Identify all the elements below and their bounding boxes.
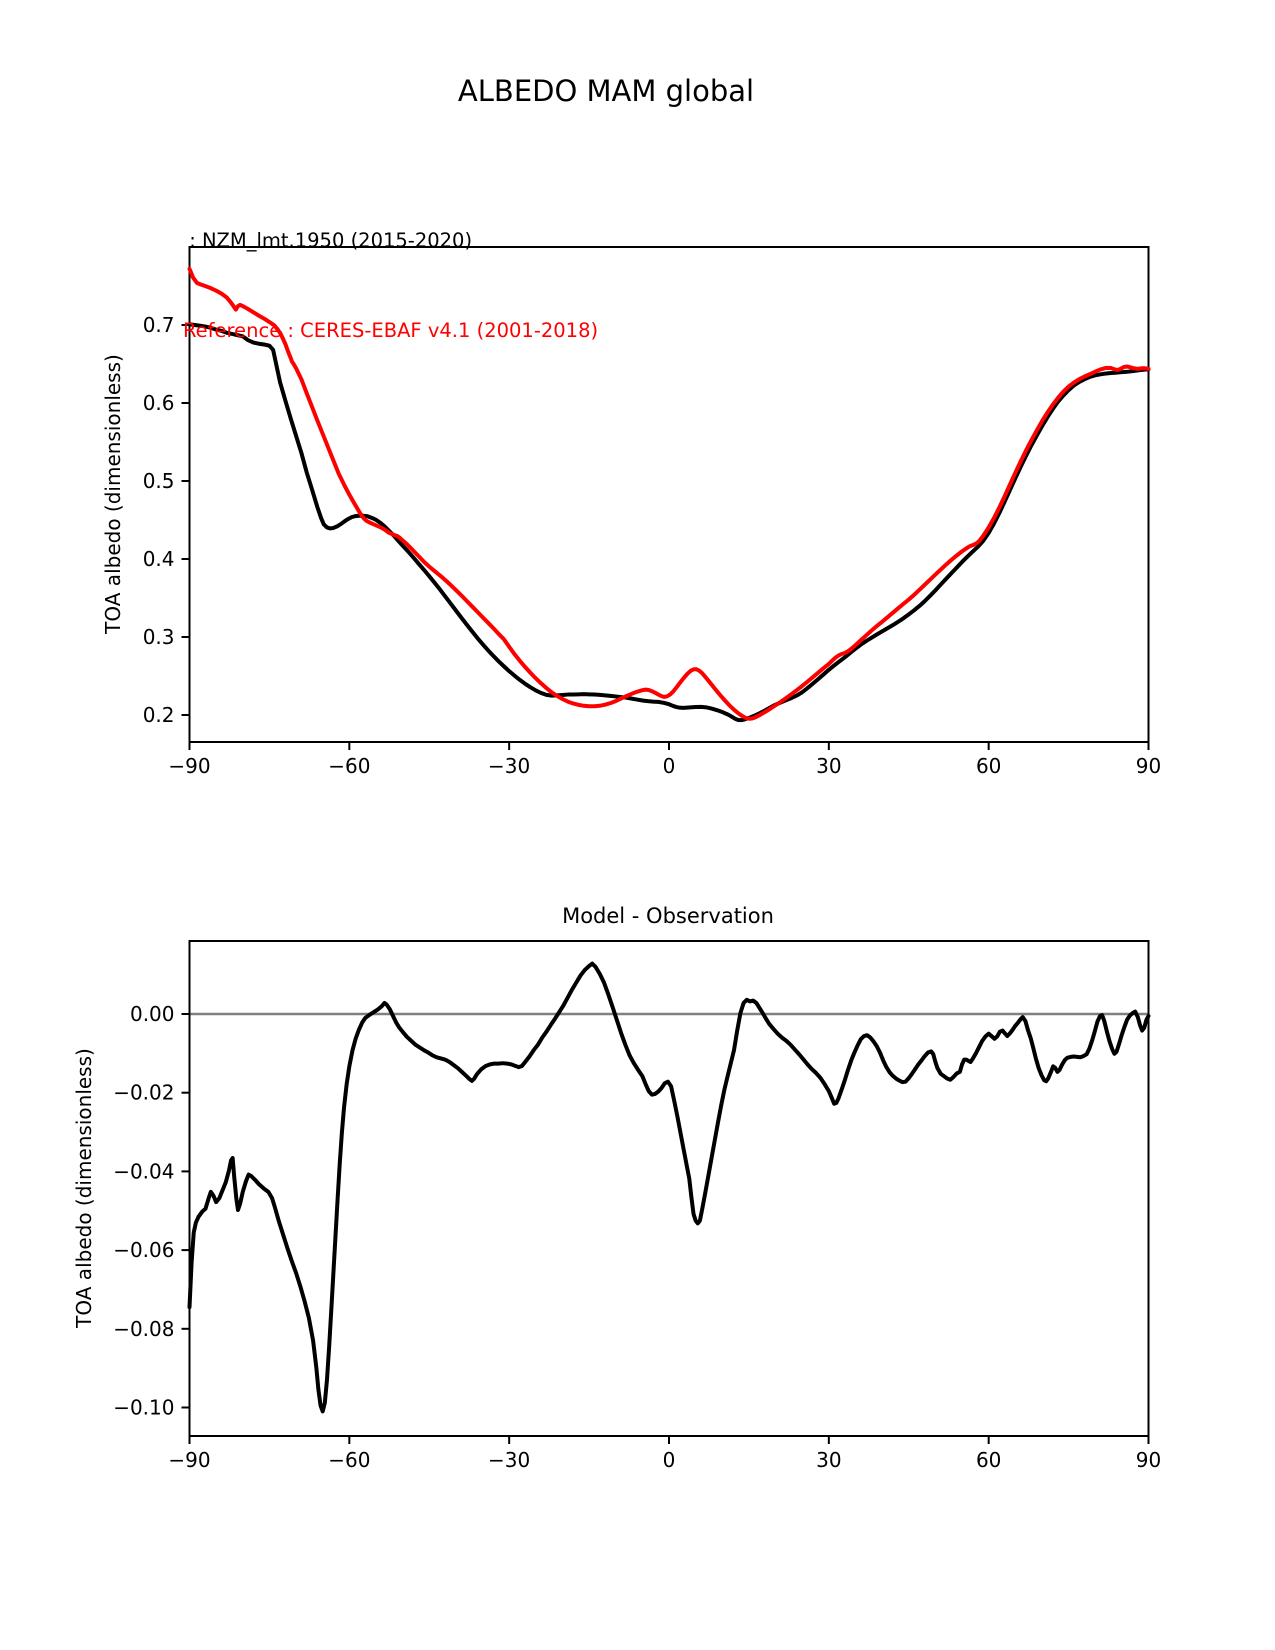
series-line-nzm-lmt-1950-2015-2020-	[187, 322, 1151, 723]
y-tick-label: −0.04	[113, 1159, 174, 1183]
x-tick-label: 60	[976, 754, 1001, 778]
bottom-chart-title: Model - Observation	[562, 904, 774, 928]
x-tick-label: −90	[168, 1448, 210, 1472]
y-tick-label: 0.7	[143, 313, 175, 337]
x-tick-label: 0	[663, 754, 676, 778]
y-tick-label: −0.10	[113, 1396, 174, 1420]
y-tick-label: 0.5	[143, 469, 175, 493]
x-tick-label: 90	[1136, 754, 1161, 778]
y-tick-label: 0.00	[130, 1002, 175, 1026]
y-tick-label: 0.4	[143, 547, 175, 571]
bottom-chart-y-axis-label: TOA albedo (dimensionless)	[72, 1048, 96, 1328]
x-tick-label: 0	[663, 1448, 676, 1472]
y-tick-label: −0.08	[113, 1317, 174, 1341]
y-tick-label: −0.02	[113, 1081, 174, 1105]
y-tick-label: 0.2	[143, 703, 175, 727]
x-tick-label: −30	[488, 754, 530, 778]
x-tick-label: −90	[168, 754, 210, 778]
x-tick-label: 60	[976, 1448, 1001, 1472]
x-tick-label: 30	[816, 1448, 841, 1472]
legend-reference-label: Reference : CERES-EBAF v4.1 (2001-2018)	[183, 319, 599, 342]
x-tick-label: 30	[816, 754, 841, 778]
x-tick-label: −30	[488, 1448, 530, 1472]
y-tick-label: −0.06	[113, 1238, 174, 1262]
series-line-ceres-ebaf-v4-1-2001-2018-	[187, 266, 1151, 721]
x-tick-label: −60	[328, 754, 370, 778]
legend: : NZM_lmt.1950 (2015-2020) Reference : C…	[183, 166, 598, 406]
x-tick-label: 90	[1136, 1448, 1161, 1472]
x-tick-label: −60	[328, 1448, 370, 1472]
top-chart-y-axis-label: TOA albedo (dimensionless)	[101, 354, 125, 634]
series-line-model-observation	[187, 961, 1151, 1414]
legend-model-label: : NZM_lmt.1950 (2015-2020)	[183, 229, 473, 252]
y-tick-label: 0.6	[143, 391, 175, 415]
figure-title: ALBEDO MAM global	[457, 74, 755, 108]
y-tick-label: 0.3	[143, 625, 175, 649]
